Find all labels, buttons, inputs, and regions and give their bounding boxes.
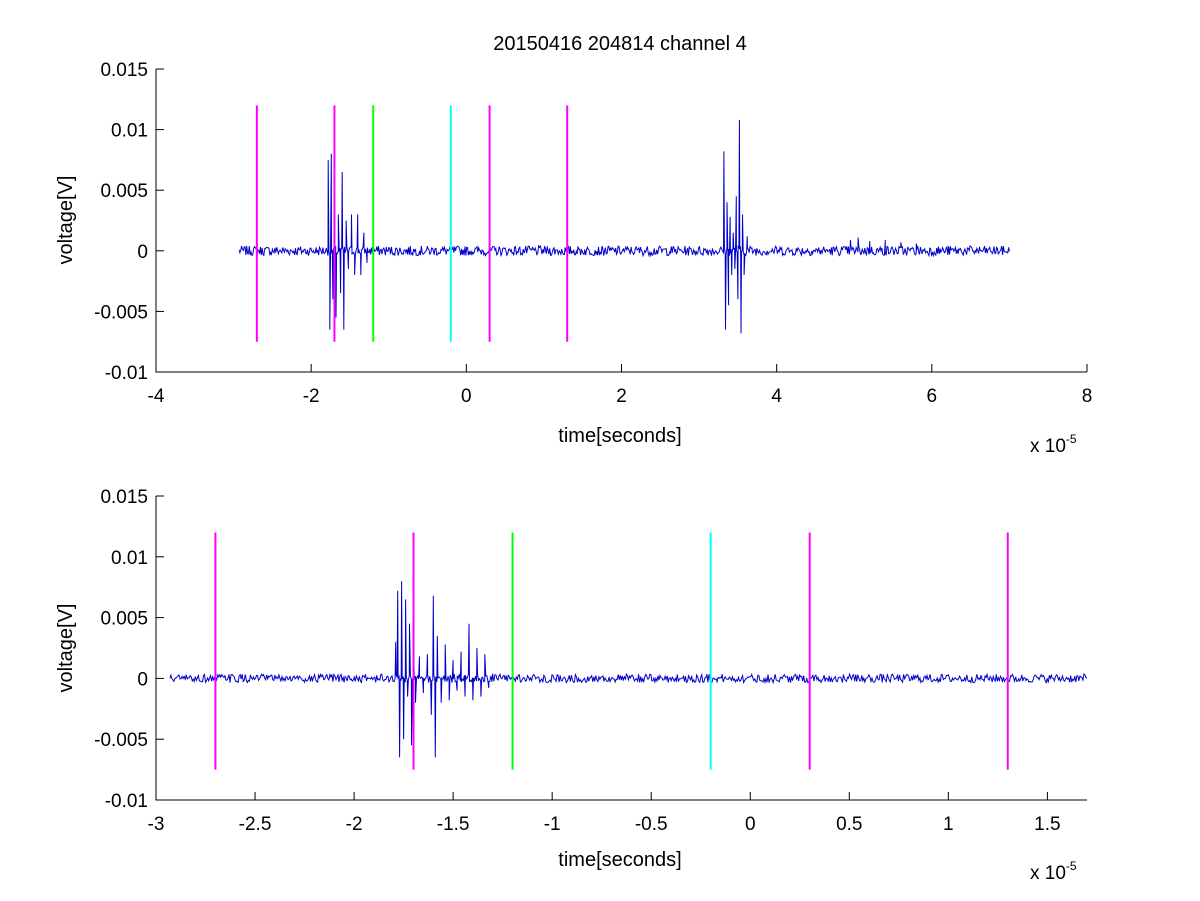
bottom-y-axis-label: voltage[V] <box>55 604 77 693</box>
top-x-tick-label: -4 <box>148 386 165 407</box>
bottom-x-tick-label: -1.5 <box>437 814 470 835</box>
top-y-tick-label: 0 <box>137 242 148 263</box>
top-x-tick-label: 6 <box>927 386 938 407</box>
bottom-chart: -3 -2.5 -2 -1.5 -1 -0.5 0 0.5 1 1.5 -0.01 -0.005 0 0.… <box>55 487 1088 884</box>
bottom-ticks: -3 -2.5 -2 -1.5 -1 -0.5 0 0.5 1 1.5 -0.01 -0.005 0 0.… <box>94 487 1060 835</box>
top-y-tick-label: -0.01 <box>105 363 148 384</box>
bottom-y-tick-label: 0.01 <box>111 548 148 569</box>
top-x-tick-label: 2 <box>616 386 627 407</box>
bottom-voltage-series <box>169 581 1088 758</box>
top-y-axis-label: voltage[V] <box>55 176 77 265</box>
bottom-x-tick-label: -0.5 <box>635 814 668 835</box>
chart-title: 20150416 204814 channel 4 <box>493 33 747 55</box>
top-ticks: -4 -2 0 2 4 6 8 -0.01 -0.005 0 0.005 0.01 0.015 <box>94 60 1092 407</box>
bottom-x-tick-label: -1 <box>544 814 561 835</box>
top-y-tick-label: 0.01 <box>111 121 148 142</box>
bottom-x-tick-label: -2 <box>346 814 363 835</box>
bottom-x-tick-label: 0.5 <box>836 814 862 835</box>
bottom-y-tick-label: -0.005 <box>94 730 148 751</box>
top-x-tick-label: 8 <box>1082 386 1093 407</box>
bottom-plot-area <box>169 532 1088 770</box>
bottom-axes-frame <box>155 496 1087 801</box>
top-x-tick-label: 0 <box>461 386 472 407</box>
top-voltage-series <box>238 119 1010 334</box>
bottom-y-tick-label: 0.015 <box>100 487 148 508</box>
top-x-tick-label: 4 <box>771 386 782 407</box>
top-x-exponent-power: -5 <box>1066 432 1077 446</box>
bottom-x-exponent-power: -5 <box>1066 859 1077 873</box>
bottom-x-tick-label: 1 <box>943 814 954 835</box>
bottom-y-tick-label: 0.005 <box>100 609 148 630</box>
bottom-x-exponent-base: x 10 <box>1030 863 1066 884</box>
bottom-x-tick-label: -3 <box>148 814 165 835</box>
top-x-exponent: x 10-5 <box>1030 432 1077 457</box>
bottom-y-tick-label: 0 <box>137 669 148 690</box>
top-chart: -4 -2 0 2 4 6 8 -0.01 -0.005 0 0.005 0.01 0.015 time… <box>55 60 1092 457</box>
top-y-tick-label: 0.005 <box>100 181 148 202</box>
bottom-x-exponent: x 10-5 <box>1030 859 1077 884</box>
top-axes-frame <box>155 69 1087 373</box>
bottom-y-tick-label: -0.01 <box>105 791 148 812</box>
top-y-tick-label: 0.015 <box>100 60 148 81</box>
top-x-exponent-base: x 10 <box>1030 436 1066 457</box>
bottom-x-tick-label: -2.5 <box>239 814 272 835</box>
bottom-x-tick-label: 0 <box>745 814 756 835</box>
bottom-x-axis-label: time[seconds] <box>558 849 681 871</box>
top-plot-area <box>238 105 1010 342</box>
bottom-x-tick-label: 1.5 <box>1034 814 1060 835</box>
top-x-tick-label: -2 <box>303 386 320 407</box>
top-x-axis-label: time[seconds] <box>558 425 681 447</box>
top-y-tick-label: -0.005 <box>94 302 148 323</box>
